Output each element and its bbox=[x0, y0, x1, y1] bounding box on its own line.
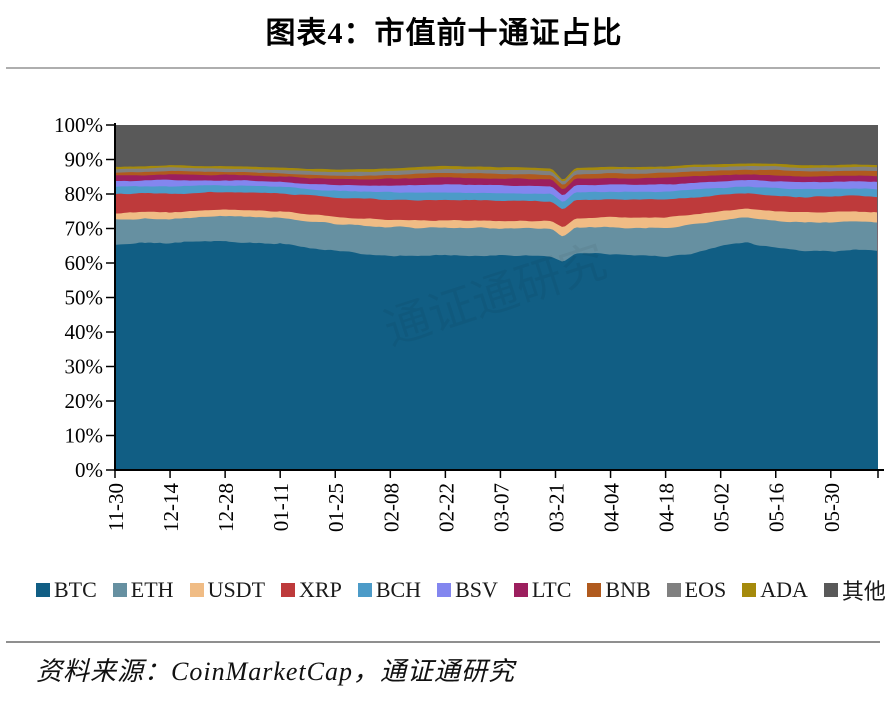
legend-label-btc: BTC bbox=[54, 577, 97, 602]
y-tick-label: 40% bbox=[65, 320, 104, 344]
legend-swatch-ada bbox=[742, 583, 757, 597]
legend-swatch-btc bbox=[36, 583, 50, 597]
legend-item-bnb: BNB bbox=[587, 577, 651, 603]
legend-label-usdt: USDT bbox=[207, 577, 266, 602]
footer-divider bbox=[6, 641, 880, 643]
y-tick-label: 30% bbox=[65, 355, 104, 379]
legend-swatch-bnb bbox=[587, 583, 602, 597]
legend-label-bch: BCH bbox=[375, 577, 422, 602]
legend-item-usdt: USDT bbox=[189, 577, 266, 603]
legend-swatch-eth bbox=[112, 583, 127, 597]
stacked-area-chart: 通证通研究0%10%20%30%40%50%60%70%80%90%100%11… bbox=[54, 113, 884, 532]
x-axis-labels: 11-30 12-14 12-28 01-11 01-25 02-08 02-22 03-07… bbox=[104, 470, 879, 532]
y-tick-label: 20% bbox=[65, 389, 104, 413]
y-tick-label: 70% bbox=[65, 217, 104, 241]
legend-item-xrp: XRP bbox=[281, 577, 342, 603]
legend-item-eos: EOS bbox=[666, 577, 727, 603]
x-tick-label: 05-16 bbox=[765, 483, 789, 532]
source-note: 资料来源：CoinMarketCap，通证通研究 bbox=[36, 657, 515, 686]
legend-item-bch: BCH bbox=[357, 577, 422, 603]
y-tick-label: 100% bbox=[54, 113, 103, 137]
legend-label-ada: ADA bbox=[760, 577, 808, 602]
legend-item-btc: BTC bbox=[36, 577, 97, 603]
legend-swatch-ltc bbox=[513, 583, 528, 597]
legend-swatch-usdt bbox=[189, 583, 204, 597]
y-tick-label: 50% bbox=[65, 286, 104, 310]
plot-areas bbox=[115, 125, 878, 471]
y-tick-label: 90% bbox=[65, 148, 104, 172]
axes bbox=[114, 123, 884, 471]
legend-swatch-others bbox=[823, 583, 838, 597]
legend-label-ltc: LTC bbox=[531, 577, 572, 602]
x-tick-label: 12-28 bbox=[214, 483, 238, 532]
legend-label-eth: ETH bbox=[130, 577, 174, 602]
legend-item-bsv: BSV bbox=[437, 577, 498, 603]
legend-item-eth: ETH bbox=[112, 577, 174, 603]
x-tick-label: 01-25 bbox=[324, 483, 348, 532]
x-tick-label: 03-21 bbox=[544, 483, 568, 532]
legend-item-others: 其他 bbox=[823, 574, 886, 606]
x-tick-label: 04-18 bbox=[655, 483, 679, 532]
legend-item-ltc: LTC bbox=[513, 577, 572, 603]
x-tick-label: 05-30 bbox=[820, 483, 844, 532]
legend-swatch-bch bbox=[357, 583, 372, 597]
legend-swatch-xrp bbox=[281, 583, 296, 597]
y-tick-label: 0% bbox=[75, 458, 103, 482]
y-tick-label: 10% bbox=[65, 424, 104, 448]
legend-label-bnb: BNB bbox=[605, 577, 651, 602]
x-tick-label: 04-04 bbox=[600, 483, 624, 532]
x-tick-label: 11-30 bbox=[104, 483, 128, 531]
legend-item-ada: ADA bbox=[742, 577, 808, 603]
x-tick-label: 05-02 bbox=[710, 483, 734, 532]
x-tick-label: 02-08 bbox=[379, 483, 403, 532]
legend-label-bsv: BSV bbox=[455, 577, 498, 602]
chart-title: 图表4：市值前十通证占比 bbox=[265, 17, 623, 50]
title-divider bbox=[6, 67, 880, 69]
legend-label-eos: EOS bbox=[684, 577, 727, 602]
area-series-btc bbox=[115, 240, 878, 470]
y-tick-label: 80% bbox=[65, 182, 104, 206]
x-tick-label: 03-07 bbox=[489, 483, 513, 532]
y-tick-label: 60% bbox=[65, 251, 104, 275]
legend-label-others: 其他 bbox=[841, 579, 886, 604]
legend-swatch-eos bbox=[666, 583, 681, 597]
chart-legend: BTC ETH USDT XRP BCH BSV LTC BNB EOS ADA 其他 bbox=[36, 574, 886, 606]
x-tick-label: 12-14 bbox=[159, 483, 183, 532]
legend-swatch-bsv bbox=[437, 583, 452, 597]
legend-label-xrp: XRP bbox=[299, 577, 342, 602]
x-tick-label: 02-22 bbox=[434, 483, 458, 532]
y-axis-labels: 0% 10% 20% 30% 40% 50% 60% 70% 80% 90% 100% bbox=[54, 113, 114, 482]
x-tick-label: 01-11 bbox=[269, 483, 293, 531]
